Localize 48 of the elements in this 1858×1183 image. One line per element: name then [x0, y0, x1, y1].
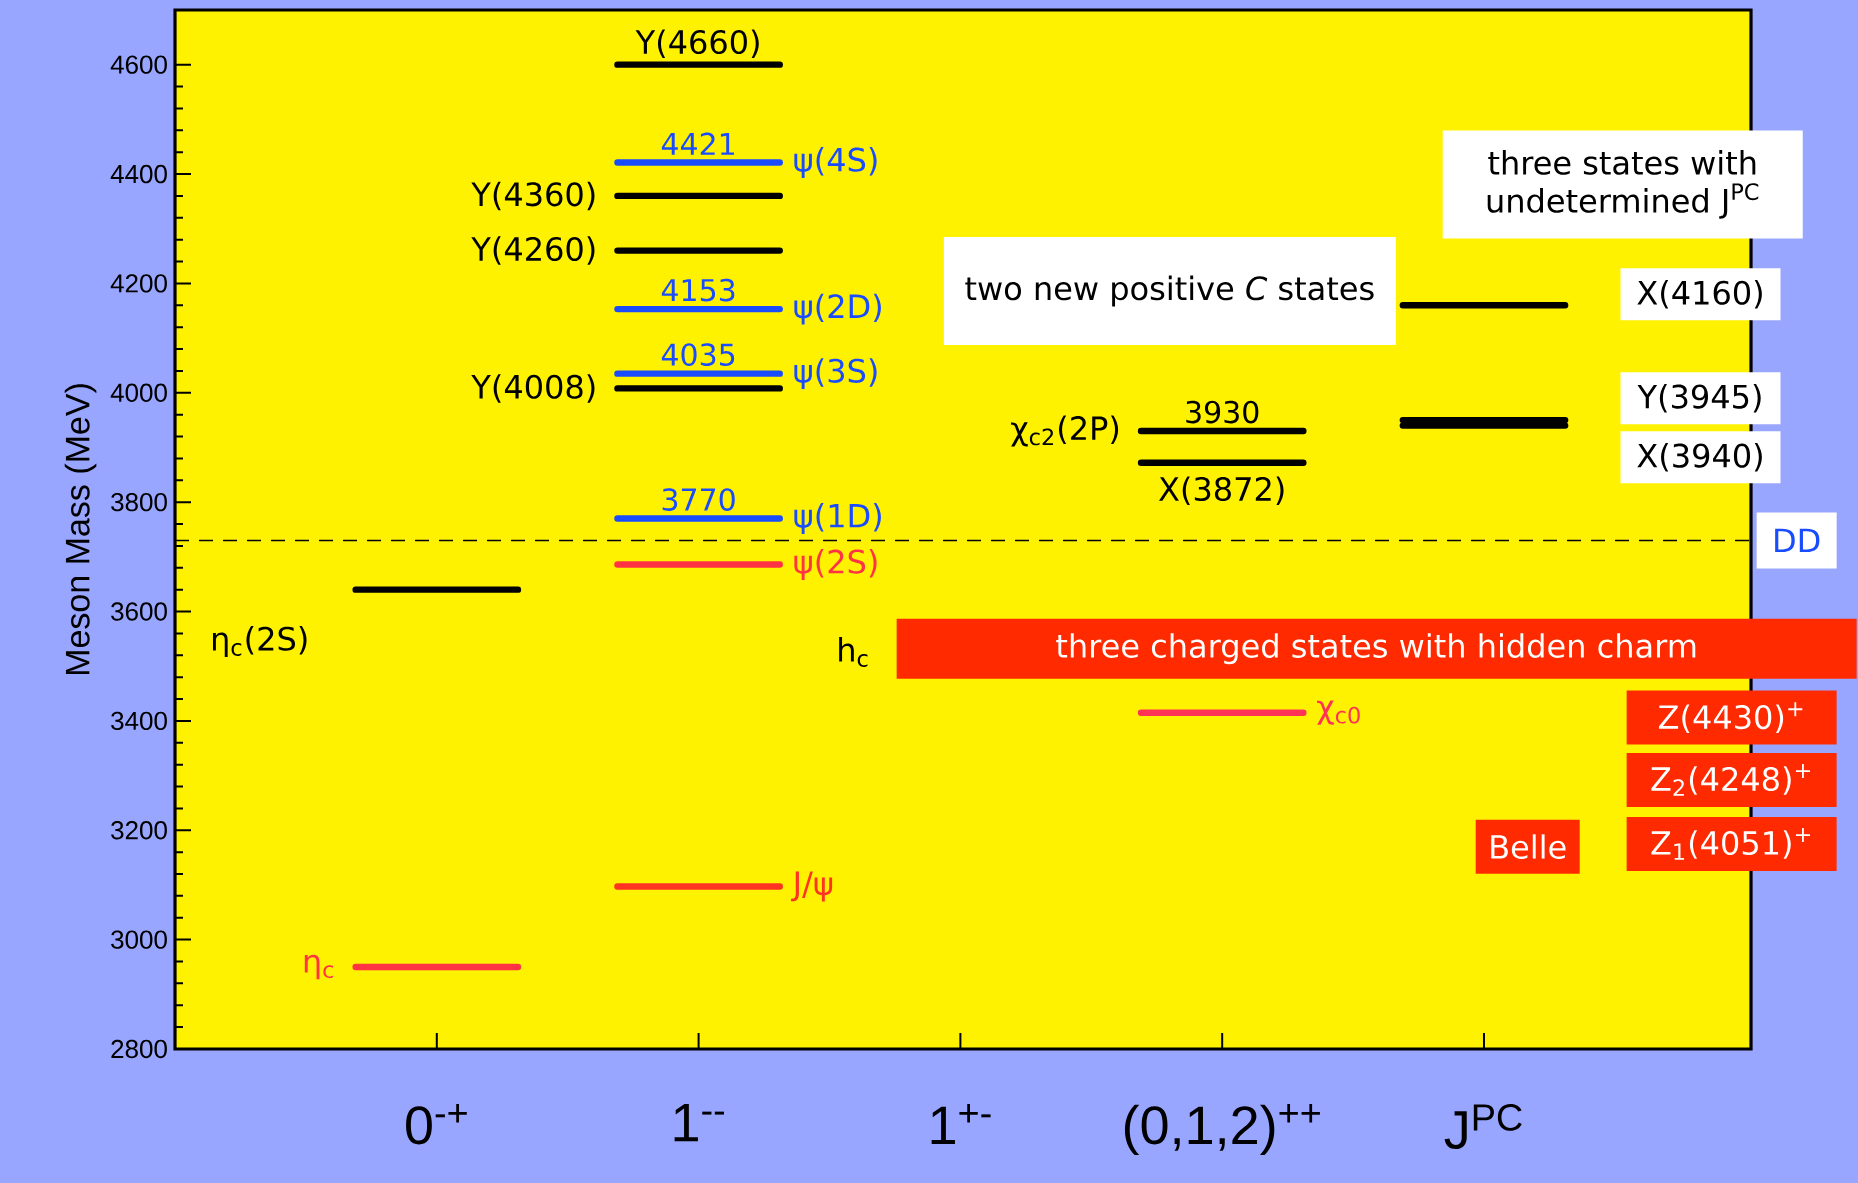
series-label: χ$_{c2}$(2P) — [1011, 415, 1119, 447]
y-tick-label: 3800 — [111, 492, 167, 512]
text: Y(3945) — [1637, 384, 1761, 413]
annotation: Z$_{2}$(4248)$^{+}$ — [1651, 764, 1810, 796]
annotation: Belle — [1491, 834, 1566, 860]
text: X(4160) — [1637, 280, 1762, 309]
legend-label: η$_{c}$(2S) — [212, 626, 307, 658]
annotation: three charged states with hidden charm — [1056, 633, 1696, 665]
y-tick-label: 3400 — [111, 711, 167, 731]
series-label: X(3872) — [1158, 476, 1284, 505]
annotation: two new positive C states — [965, 275, 1374, 307]
series-label: ψ(3S) — [794, 358, 877, 390]
data-label: 4153 — [661, 278, 735, 302]
y-tick-label: 3200 — [111, 821, 167, 840]
annotation: Z(4430)$^{+}$ — [1659, 702, 1803, 733]
y-tick-label: 4200 — [110, 274, 167, 293]
data-label: 4421 — [661, 132, 734, 155]
annotation: three states with undetermined J$^{PC}$ — [1487, 150, 1759, 219]
series-label: ψ(2S) — [794, 549, 877, 580]
y-tick-label: 4000 — [110, 383, 167, 402]
series-label: ψ(2D) — [794, 293, 881, 325]
y-tick-label: 3000 — [111, 930, 167, 949]
annotation: h$_{c}$ — [839, 637, 868, 667]
data-label: 3770 — [662, 488, 735, 511]
x-tick-label: J$^{PC}$ — [1444, 1104, 1522, 1150]
y-tick-label: 3600 — [111, 602, 167, 621]
y-tick-label: 2800 — [111, 1039, 167, 1059]
series-label: J/ψ — [790, 871, 833, 902]
series-label: Y(4008) — [471, 374, 595, 403]
text: X(3940) — [1637, 443, 1762, 472]
annotation: Z$_{1}$(4051)$^{+}$ — [1651, 828, 1810, 860]
series-label: η$_{c}$ — [304, 954, 334, 980]
ref-line-label: DD — [1775, 528, 1820, 553]
series-label: Y(4260) — [471, 236, 595, 265]
x-tick-label: 1$^{+-}$ — [931, 1104, 991, 1144]
series-label: ψ(4S) — [794, 147, 877, 179]
series-label: Y(4360) — [471, 181, 595, 211]
data-label: 4035 — [661, 343, 735, 366]
x-tick-label: (0,1,2)$^{++}$ — [1124, 1104, 1320, 1156]
y-tick-label: 4600 — [110, 55, 167, 74]
series-label: Y(4660) — [635, 29, 759, 58]
data-label: 3930 — [1186, 400, 1259, 424]
x-tick-label: 0$^{-+}$ — [406, 1104, 467, 1145]
series-label: χ$_{c0}$ — [1317, 700, 1360, 725]
y-axis-title: Meson Mass (MeV) — [64, 384, 97, 675]
x-tick-label: 1$^{--}$ — [674, 1104, 725, 1142]
y-tick-label: 4400 — [110, 164, 167, 184]
series-label: ψ(1D) — [794, 503, 881, 535]
